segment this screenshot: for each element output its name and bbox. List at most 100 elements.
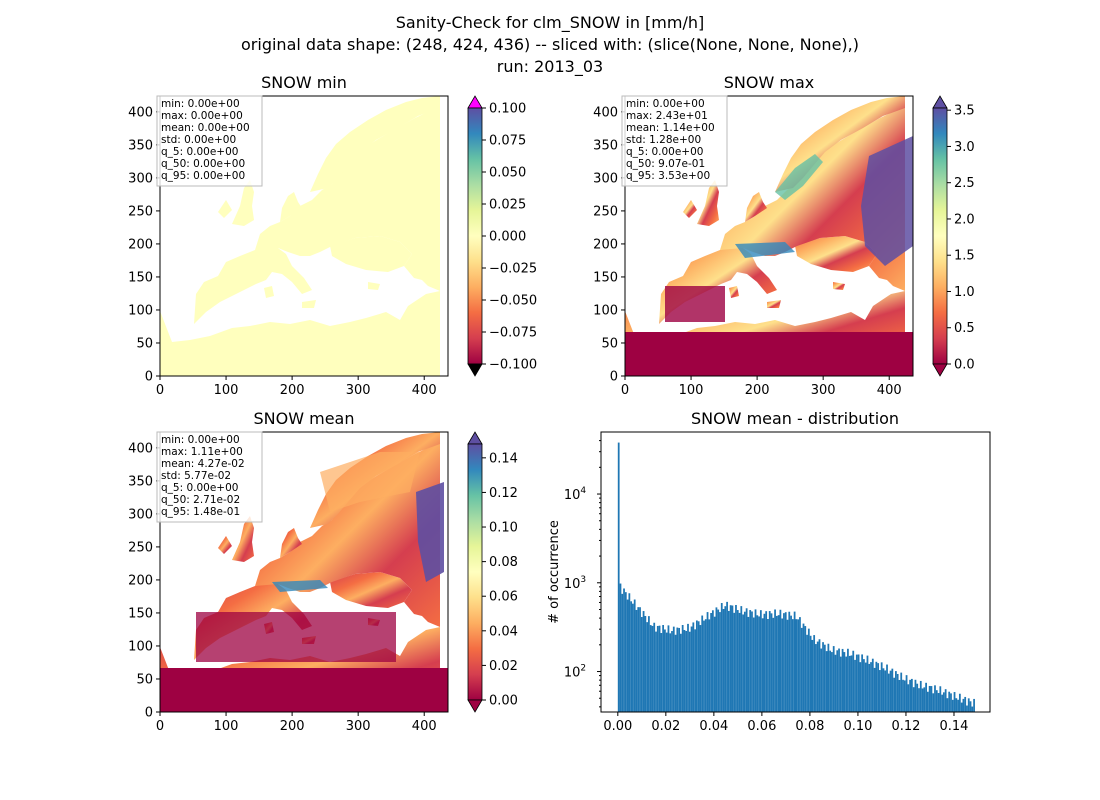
histogram-bar: [697, 621, 700, 712]
histogram-bar: [914, 679, 917, 712]
histogram-bar: [799, 617, 801, 712]
histogram-bar: [960, 702, 963, 712]
colorbar-body: [467, 443, 483, 701]
histogram-bar: [767, 619, 769, 712]
colorbar-under-arrow: [467, 699, 483, 713]
y-tick-label: 200: [128, 573, 153, 588]
histogram-bar: [749, 610, 752, 712]
colorbar-tick-label: 3.5: [954, 104, 975, 119]
histogram-bar: [905, 675, 908, 712]
histogram-bar: [832, 646, 835, 712]
histogram-bar: [713, 616, 716, 712]
y-tick-label: 0: [145, 706, 153, 721]
histogram-bar: [745, 608, 748, 712]
panel-title: SNOW mean - distribution: [691, 409, 899, 428]
colorbar-tick-label: 1.5: [954, 249, 975, 264]
high-band-east: [416, 482, 444, 582]
histogram-bar: [859, 662, 862, 712]
x-tick-label: 300: [346, 719, 371, 734]
colorbar-tick-label: 1.0: [954, 285, 975, 300]
stats-line: std: 0.00e+00: [161, 134, 236, 146]
histogram-bar: [948, 691, 951, 712]
plot-frame: [159, 95, 449, 377]
histogram-bar: [632, 603, 634, 712]
stats-line: max: 1.11e+00: [161, 446, 243, 458]
histogram-bar: [751, 611, 753, 712]
panel-snow-max: SNOW max 0 100 200 300 400 0 50 100 150 200 250 30…: [593, 73, 975, 398]
y-tick-label: 350: [593, 138, 618, 153]
colorbar-tick-label: −0.075: [489, 326, 537, 341]
histogram-bar: [861, 654, 864, 712]
histogram-bar: [683, 629, 686, 712]
x-tick-label: 0.04: [699, 719, 728, 734]
histogram-bar: [887, 673, 890, 712]
histogram-bar: [770, 613, 773, 712]
histogram-bar: [875, 661, 878, 712]
histogram-bar: [681, 625, 684, 712]
x-tick-label: 0: [621, 383, 629, 398]
histogram-bar: [704, 619, 707, 712]
histogram-bar: [701, 615, 704, 712]
y-tick-label: 104: [564, 486, 587, 503]
histogram-bar: [786, 619, 789, 712]
colorbar-tick-label: −0.050: [489, 294, 537, 309]
histogram-bar: [864, 662, 867, 712]
y-tick-label: 100: [128, 639, 153, 654]
histogram-bar: [918, 688, 920, 712]
colorbar-tick-label: 2.0: [954, 212, 975, 227]
y-tick-label: 150: [128, 606, 153, 621]
x-tick-label: 300: [811, 383, 836, 398]
histogram-bar: [870, 662, 872, 712]
stats-line: q_95: 0.00e+00: [161, 170, 245, 182]
histogram-bar: [651, 625, 654, 712]
y-tick-label: 50: [136, 672, 153, 687]
x-ticks: 0 100 200 300 400: [621, 376, 902, 398]
histogram-bar: [857, 654, 860, 712]
figure-title-line-1: Sanity-Check for clm_SNOW in [mm/h]: [396, 13, 704, 33]
colorbar-tick-label: 0.02: [489, 659, 518, 674]
histogram-bar: [630, 601, 633, 712]
histogram-bar: [847, 648, 849, 712]
histogram-bars: [617, 442, 975, 712]
histogram-bar: [763, 613, 766, 712]
x-tick-label: 0.06: [747, 719, 776, 734]
histogram-bar: [889, 670, 892, 712]
histogram-bar: [958, 693, 961, 712]
histogram-bar: [903, 680, 906, 712]
histogram-bar: [935, 690, 938, 712]
stats-line: min: 0.00e+00: [161, 434, 240, 446]
panel-snow-min: SNOW min 0 100 200 300 400 0 50 100 150 200 250 30…: [128, 73, 537, 398]
panel-title: SNOW max: [724, 73, 814, 92]
histogram-bar: [708, 619, 711, 712]
low-band-south: [196, 612, 396, 662]
y-ticks: 0 50 100 150 200 250 300 350 400: [128, 441, 160, 721]
histogram-bar: [916, 683, 919, 712]
histogram-bar: [772, 617, 775, 712]
histogram-bar: [711, 610, 714, 712]
histogram-bar: [882, 668, 885, 712]
colorbar-ticks: 0.14 0.12 0.10 0.08 0.06 0.04 0.02 0.00: [482, 451, 518, 709]
histogram-bar: [758, 616, 760, 712]
histogram-bar: [831, 652, 833, 712]
histogram-bar: [845, 656, 848, 712]
histogram-bar: [850, 655, 853, 712]
histogram-bar: [719, 612, 721, 712]
histogram-bar: [727, 610, 730, 712]
y-tick-label: 400: [128, 105, 153, 120]
histogram-bar: [807, 628, 810, 712]
histogram-bar: [925, 682, 927, 712]
x-tick-label: 0.02: [651, 719, 680, 734]
histogram-bar: [695, 620, 698, 712]
high-band-east: [861, 136, 913, 266]
x-tick-label: 400: [877, 383, 902, 398]
colorbar: 0.14 0.12 0.10 0.08 0.06 0.04 0.02 0.00: [467, 431, 518, 713]
histogram-bar: [891, 668, 894, 712]
histogram-bar: [680, 633, 682, 712]
x-tick-label: 300: [346, 383, 371, 398]
colorbar-ticks: 3.5 3.0 2.5 2.0 1.5 1.0 0.5 0.0: [947, 104, 975, 373]
y-tick-label: 150: [593, 270, 618, 285]
colorbar-tick-label: 0.025: [489, 198, 526, 213]
x-tick-label: 0.10: [843, 719, 872, 734]
histogram-bar: [667, 625, 670, 712]
